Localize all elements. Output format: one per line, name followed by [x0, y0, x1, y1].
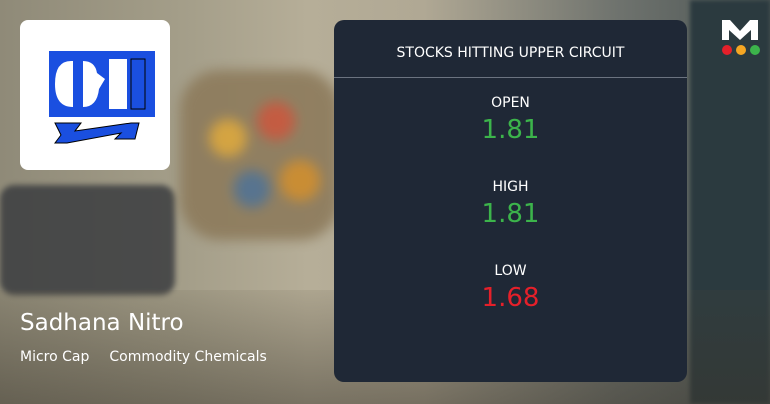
company-tags: Micro Cap Commodity Chemicals	[20, 349, 267, 365]
card-title: STOCKS HITTING UPPER CIRCUIT	[334, 20, 687, 78]
brand-logo	[722, 20, 762, 55]
company-name: Sadhana Nitro	[20, 310, 184, 336]
metric-open: OPEN 1.81	[334, 94, 687, 148]
upper-circuit-card: STOCKS HITTING UPPER CIRCUIT OPEN 1.81 H…	[334, 20, 687, 382]
background-phone	[0, 185, 175, 295]
metric-value: 1.68	[481, 283, 540, 313]
sector-tag: Commodity Chemicals	[109, 349, 267, 365]
metric-label: LOW	[494, 263, 527, 279]
metric-value: 1.81	[481, 115, 540, 145]
metric-high: HIGH 1.81	[334, 178, 687, 232]
metric-label: HIGH	[492, 179, 529, 195]
company-logo	[20, 20, 170, 170]
metric-label: OPEN	[491, 95, 530, 111]
metric-value: 1.81	[481, 199, 540, 229]
background-candy-jar	[180, 70, 340, 240]
metric-low: LOW 1.68	[334, 262, 687, 316]
brand-m-icon	[722, 20, 758, 40]
market-cap-tag: Micro Cap	[20, 349, 90, 365]
